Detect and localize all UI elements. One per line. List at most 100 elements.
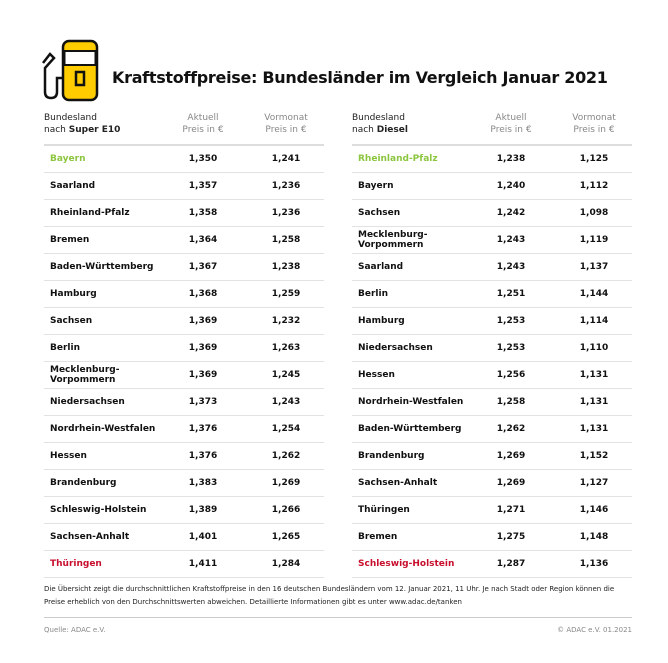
price-previous: 1,148 xyxy=(579,532,609,542)
price-current: 1,262 xyxy=(496,424,526,434)
price-current: 1,368 xyxy=(188,289,218,299)
price-current: 1,376 xyxy=(188,451,218,461)
price-current: 1,258 xyxy=(496,397,526,407)
table-row: Baden-Württemberg 1,262 1,131 xyxy=(352,416,632,443)
table-row: Berlin 1,251 1,144 xyxy=(352,281,632,308)
price-previous: 1,284 xyxy=(271,559,301,569)
price-current: 1,269 xyxy=(496,451,526,461)
price-current: 1,383 xyxy=(188,478,218,488)
header-label: Preis in € xyxy=(573,125,615,135)
table-row: Hamburg 1,253 1,114 xyxy=(352,308,632,335)
bundesland: Niedersachsen xyxy=(50,397,125,407)
bundesland: Sachsen xyxy=(50,316,93,326)
price-previous: 1,269 xyxy=(271,478,301,488)
price-current: 1,401 xyxy=(188,532,218,542)
price-current: 1,238 xyxy=(496,154,526,164)
table-row: Brandenburg 1,383 1,269 xyxy=(44,470,324,497)
price-current: 1,240 xyxy=(496,181,526,191)
table-row: Hamburg 1,368 1,259 xyxy=(44,281,324,308)
bundesland: Bremen xyxy=(50,235,90,245)
bundesland: Hessen xyxy=(358,370,395,380)
bundesland: Saarland xyxy=(358,262,404,272)
price-current: 1,287 xyxy=(496,559,526,569)
price-current: 1,373 xyxy=(188,397,218,407)
col-vormonat: Vormonat Preis in € xyxy=(248,112,324,142)
price-current: 1,364 xyxy=(188,235,218,245)
table-row: Hessen 1,376 1,262 xyxy=(44,443,324,470)
price-current: 1,350 xyxy=(188,154,218,164)
table-row: Thüringen 1,271 1,146 xyxy=(352,497,632,524)
bundesland: Nordrhein-Westfalen xyxy=(50,424,156,434)
header-label: Bundesland xyxy=(352,113,405,123)
table-row: Bremen 1,364 1,258 xyxy=(44,227,324,254)
table-row: Bremen 1,275 1,148 xyxy=(352,524,632,551)
price-previous: 1,232 xyxy=(271,316,301,326)
table-row: Nordrhein-Westfalen 1,258 1,131 xyxy=(352,389,632,416)
table-row: Berlin 1,369 1,263 xyxy=(44,335,324,362)
price-current: 1,358 xyxy=(188,208,218,218)
table-row: Hessen 1,256 1,131 xyxy=(352,362,632,389)
price-previous: 1,098 xyxy=(579,208,609,218)
price-current: 1,369 xyxy=(188,370,218,380)
bundesland: Niedersachsen xyxy=(358,343,433,353)
table-row: Nordrhein-Westfalen 1,376 1,254 xyxy=(44,416,324,443)
price-previous: 1,266 xyxy=(271,505,301,515)
fuel-type: Diesel xyxy=(376,125,408,135)
bundesland: Berlin xyxy=(358,289,388,299)
table-header: Bundesland nach Diesel Aktuell Preis in € … xyxy=(352,112,632,146)
bundesland: Hamburg xyxy=(358,316,405,326)
header-label: Bundesland xyxy=(44,113,97,123)
table-row: Sachsen-Anhalt 1,401 1,265 xyxy=(44,524,324,551)
header-label: Preis in € xyxy=(490,125,532,135)
bundesland: Bremen xyxy=(358,532,398,542)
table-row: Bayern 1,240 1,112 xyxy=(352,173,632,200)
price-previous: 1,241 xyxy=(271,154,301,164)
price-current: 1,253 xyxy=(496,316,526,326)
bundesland: Nordrhein-Westfalen xyxy=(358,397,464,407)
bundesland: Brandenburg xyxy=(50,478,117,488)
bundesland: Saarland xyxy=(50,181,96,191)
price-current: 1,275 xyxy=(496,532,526,542)
header-label: Preis in € xyxy=(265,125,307,135)
fuel-pump-icon xyxy=(42,39,99,102)
bundesland: Bayern xyxy=(50,154,86,164)
price-previous: 1,262 xyxy=(271,451,301,461)
price-current: 1,251 xyxy=(496,289,526,299)
price-previous: 1,125 xyxy=(579,154,609,164)
price-previous: 1,131 xyxy=(579,397,609,407)
table-row: Schleswig-Holstein 1,389 1,266 xyxy=(44,497,324,524)
price-current: 1,256 xyxy=(496,370,526,380)
table-diesel: Bundesland nach Diesel Aktuell Preis in € … xyxy=(352,112,632,578)
table-row: Bayern 1,350 1,241 xyxy=(44,146,324,173)
price-current: 1,357 xyxy=(188,181,218,191)
bundesland: Thüringen xyxy=(50,559,102,569)
price-current: 1,369 xyxy=(188,316,218,326)
price-current: 1,243 xyxy=(496,262,526,272)
table-row: Niedersachsen 1,373 1,243 xyxy=(44,389,324,416)
price-current: 1,243 xyxy=(496,235,526,245)
price-previous: 1,254 xyxy=(271,424,301,434)
header-label: nach xyxy=(44,125,69,135)
col-vormonat: Vormonat Preis in € xyxy=(556,112,632,142)
price-previous: 1,112 xyxy=(579,181,609,191)
bundesland: Bayern xyxy=(358,181,394,191)
bundesland: Baden-Württemberg xyxy=(358,424,462,434)
bundesland: Rheinland-Pfalz xyxy=(358,154,438,164)
table-row: Brandenburg 1,269 1,152 xyxy=(352,443,632,470)
price-previous: 1,131 xyxy=(579,370,609,380)
price-previous: 1,137 xyxy=(579,262,609,272)
price-current: 1,242 xyxy=(496,208,526,218)
price-previous: 1,238 xyxy=(271,262,301,272)
table-row: Mecklenburg-Vorpommern 1,369 1,245 xyxy=(44,362,324,389)
bundesland: Sachsen-Anhalt xyxy=(50,532,130,542)
price-previous: 1,258 xyxy=(271,235,301,245)
bundesland: Thüringen xyxy=(358,505,410,515)
bundesland: Hamburg xyxy=(50,289,97,299)
header-label: Aktuell xyxy=(495,113,527,123)
header-label: Preis in € xyxy=(182,125,224,135)
price-previous: 1,236 xyxy=(271,181,301,191)
price-previous: 1,152 xyxy=(579,451,609,461)
table-row: Rheinland-Pfalz 1,238 1,125 xyxy=(352,146,632,173)
table-row: Saarland 1,243 1,137 xyxy=(352,254,632,281)
